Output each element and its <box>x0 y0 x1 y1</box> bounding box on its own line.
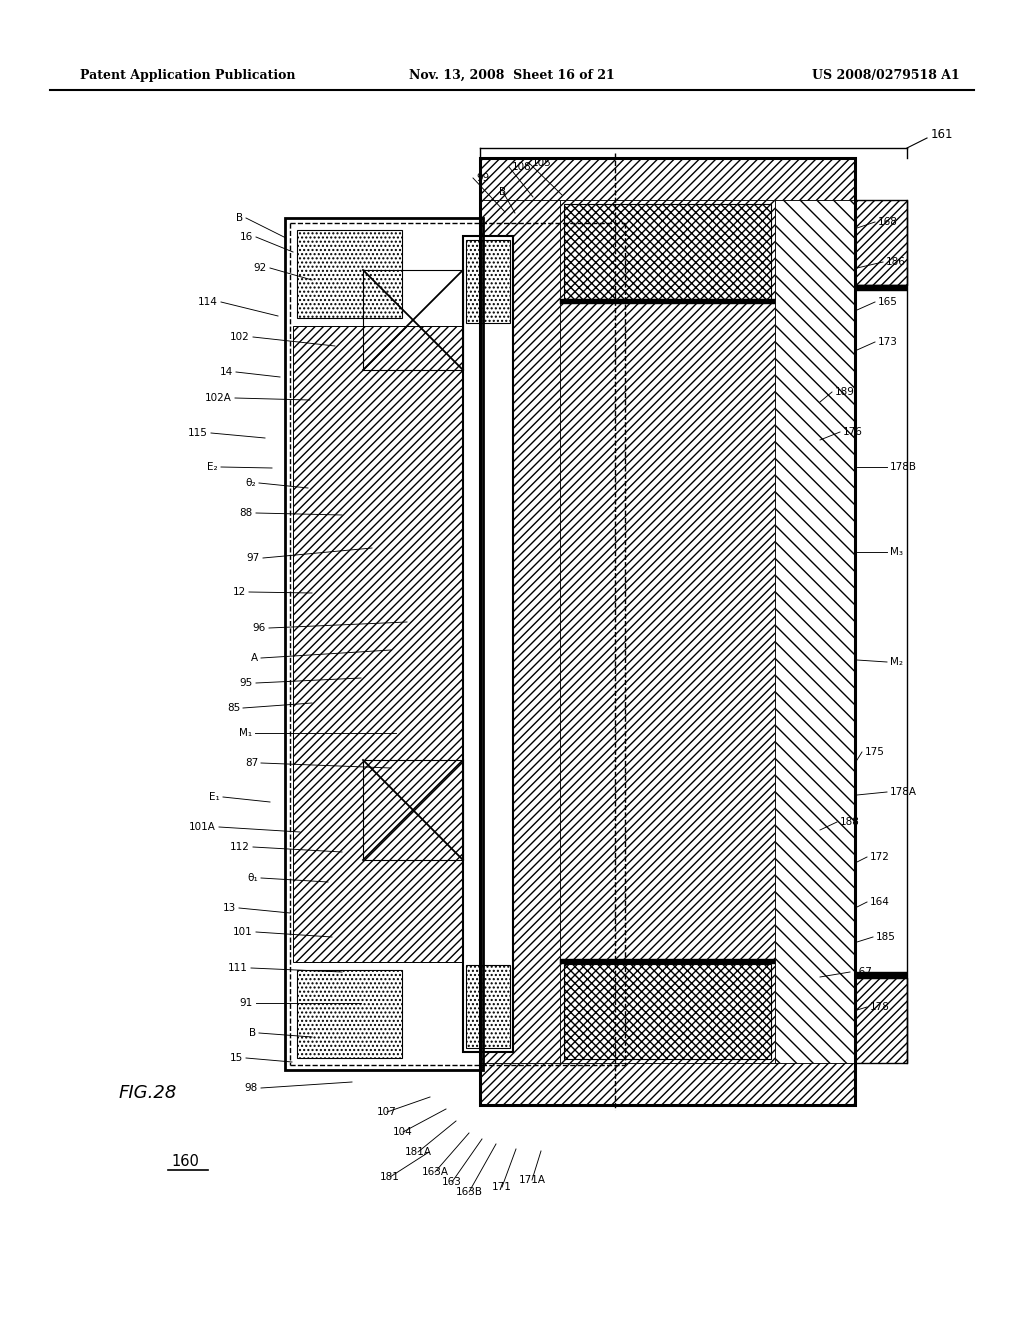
Bar <box>463 236 513 1052</box>
Text: 13: 13 <box>223 903 236 913</box>
Bar <box>560 201 775 1063</box>
Bar <box>480 158 855 1105</box>
Bar <box>466 240 510 323</box>
Bar <box>480 1063 855 1105</box>
Bar <box>560 300 775 304</box>
Text: 91: 91 <box>240 998 253 1008</box>
Text: B: B <box>236 213 243 223</box>
Bar <box>855 285 907 290</box>
Text: 102A: 102A <box>205 393 232 403</box>
Text: 99: 99 <box>476 173 489 183</box>
Bar <box>466 965 510 1048</box>
Text: 85: 85 <box>226 704 240 713</box>
Text: B: B <box>500 187 507 197</box>
Bar <box>362 271 463 370</box>
Bar <box>297 230 402 318</box>
Text: E₁: E₁ <box>209 792 220 803</box>
Text: 186: 186 <box>886 257 906 267</box>
Text: 178: 178 <box>870 1002 890 1012</box>
Text: 160: 160 <box>171 1155 199 1170</box>
Text: 163: 163 <box>442 1177 462 1187</box>
Bar <box>855 978 907 1063</box>
Text: 104: 104 <box>393 1127 413 1137</box>
Bar <box>855 201 907 285</box>
Bar <box>480 201 560 1063</box>
Text: 114: 114 <box>198 297 218 308</box>
Text: Nov. 13, 2008  Sheet 16 of 21: Nov. 13, 2008 Sheet 16 of 21 <box>410 69 614 82</box>
Text: 163B: 163B <box>456 1187 482 1197</box>
Bar <box>285 218 483 1071</box>
Text: 97: 97 <box>247 553 260 564</box>
Text: 87: 87 <box>245 758 258 768</box>
Text: θ₂: θ₂ <box>246 478 256 488</box>
Bar <box>480 158 855 201</box>
Text: 164: 164 <box>870 898 890 907</box>
Bar <box>775 201 855 1063</box>
Text: 163A: 163A <box>422 1167 449 1177</box>
Text: 108: 108 <box>512 162 531 172</box>
Text: 107: 107 <box>377 1107 397 1117</box>
Text: 181A: 181A <box>404 1147 431 1158</box>
Text: A: A <box>251 653 258 663</box>
Text: 101: 101 <box>233 927 253 937</box>
Text: θ₁: θ₁ <box>247 873 258 883</box>
Text: 95: 95 <box>240 678 253 688</box>
Text: 178B: 178B <box>890 462 918 473</box>
Text: 102: 102 <box>230 333 250 342</box>
Text: 171: 171 <box>493 1181 512 1192</box>
Text: 173: 173 <box>878 337 898 347</box>
Text: 16: 16 <box>240 232 253 242</box>
Bar <box>560 960 775 964</box>
Text: 92: 92 <box>254 263 267 273</box>
Text: 181: 181 <box>380 1172 400 1181</box>
Text: B: B <box>249 1028 256 1038</box>
Bar <box>564 964 771 1059</box>
Text: Patent Application Publication: Patent Application Publication <box>80 69 296 82</box>
Text: 175: 175 <box>865 747 885 756</box>
Bar <box>564 205 771 300</box>
Text: 161: 161 <box>931 128 953 140</box>
Text: 98: 98 <box>245 1082 258 1093</box>
Text: 15: 15 <box>229 1053 243 1063</box>
Text: 101A: 101A <box>189 822 216 832</box>
Text: 88: 88 <box>240 508 253 517</box>
Bar <box>285 218 483 1071</box>
Text: 12: 12 <box>232 587 246 597</box>
Text: M₃: M₃ <box>890 546 903 557</box>
Text: M₂: M₂ <box>890 657 903 667</box>
Text: 178A: 178A <box>890 787 918 797</box>
Text: 96: 96 <box>253 623 266 634</box>
Bar <box>362 760 463 861</box>
Text: E₂: E₂ <box>208 462 218 473</box>
Text: 14: 14 <box>220 367 233 378</box>
Text: FIG.28: FIG.28 <box>119 1084 177 1102</box>
Text: 168: 168 <box>878 216 898 227</box>
Bar <box>855 972 907 978</box>
Text: 167: 167 <box>853 968 872 977</box>
Text: US 2008/0279518 A1: US 2008/0279518 A1 <box>812 69 961 82</box>
Bar <box>480 158 855 1105</box>
Text: 172: 172 <box>870 851 890 862</box>
Text: 115: 115 <box>188 428 208 438</box>
Bar <box>297 970 402 1059</box>
Text: 188: 188 <box>840 817 860 828</box>
Text: M₁: M₁ <box>239 729 252 738</box>
Bar <box>293 326 469 962</box>
Text: 165: 165 <box>878 297 898 308</box>
Text: 185: 185 <box>876 932 896 942</box>
Text: 111: 111 <box>228 964 248 973</box>
Text: 112: 112 <box>230 842 250 851</box>
Text: 176: 176 <box>843 426 863 437</box>
Text: 189: 189 <box>835 387 855 397</box>
Text: 171A: 171A <box>518 1175 546 1185</box>
Text: 105: 105 <box>532 158 552 168</box>
